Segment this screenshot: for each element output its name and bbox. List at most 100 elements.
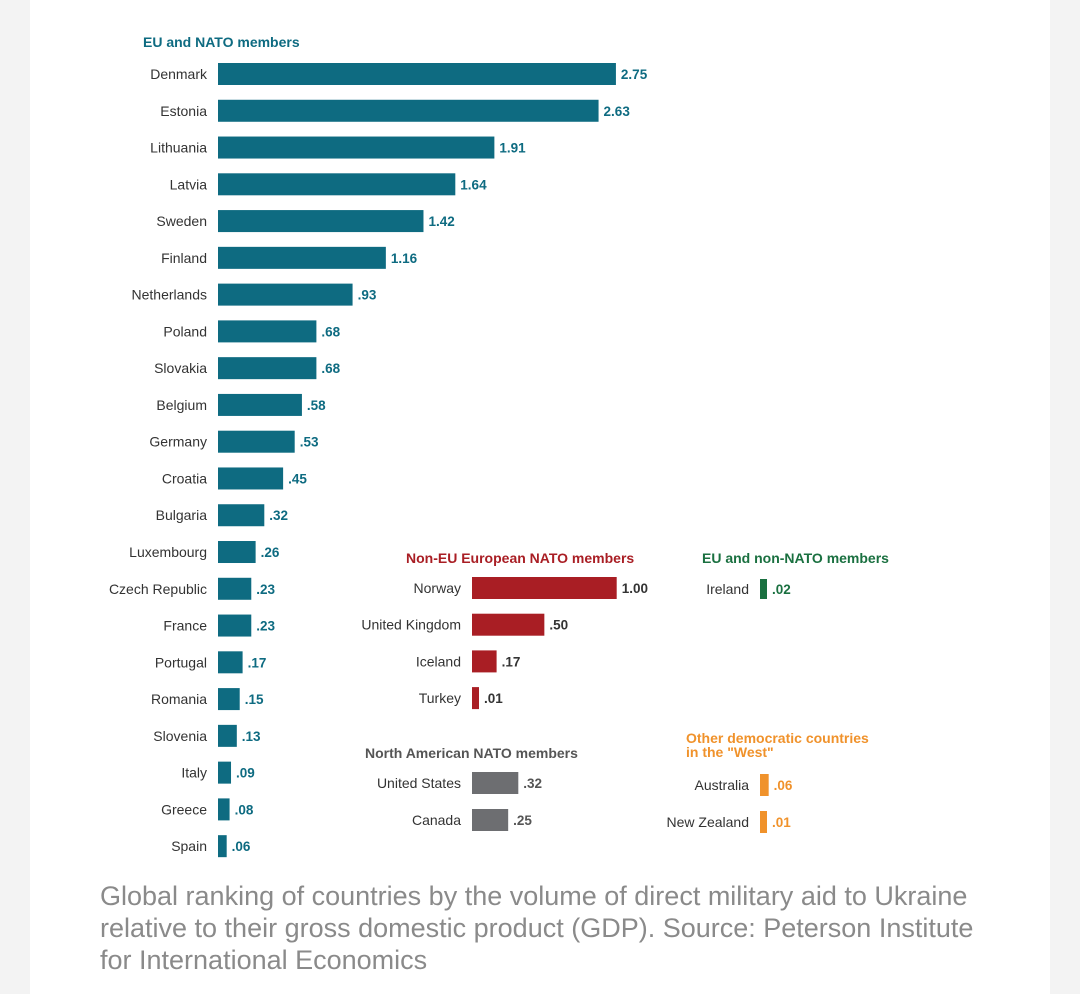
bar-latvia bbox=[218, 173, 456, 196]
value-label-italy: .09 bbox=[236, 766, 255, 781]
value-label-latvia: 1.64 bbox=[460, 177, 487, 192]
value-label-luxembourg: .26 bbox=[261, 545, 280, 560]
bar-finland bbox=[218, 246, 386, 269]
category-label-iceland: Iceland bbox=[416, 653, 461, 669]
category-label-germany: Germany bbox=[149, 434, 207, 450]
bar-poland bbox=[218, 320, 317, 343]
category-label-latvia: Latvia bbox=[170, 176, 208, 192]
bar-romania bbox=[218, 688, 240, 711]
value-label-sweden: 1.42 bbox=[428, 214, 454, 229]
bar-spain bbox=[218, 835, 227, 858]
bar-sweden bbox=[218, 210, 424, 233]
group-title-other-democratic-countries-in-the-west-line-2: in the "West" bbox=[686, 744, 774, 760]
value-label-romania: .15 bbox=[245, 692, 264, 707]
figure-card: EU and NATO members Denmark 2.75 Estonia 2.6… bbox=[30, 0, 1050, 994]
category-label-bulgaria: Bulgaria bbox=[156, 507, 208, 523]
bar-greece bbox=[218, 798, 230, 821]
category-label-romania: Romania bbox=[151, 691, 207, 707]
bar-germany bbox=[218, 430, 295, 453]
category-label-denmark: Denmark bbox=[150, 66, 208, 82]
value-label-germany: .53 bbox=[300, 435, 319, 450]
value-label-poland: .68 bbox=[321, 324, 340, 339]
value-label-slovakia: .68 bbox=[321, 361, 340, 376]
group-title-eu-and-nato-members: EU and NATO members bbox=[143, 34, 300, 50]
bar-slovakia bbox=[218, 357, 317, 380]
value-label-czech-republic: .23 bbox=[256, 582, 275, 597]
bar-netherlands bbox=[218, 283, 353, 306]
category-label-new-zealand: New Zealand bbox=[667, 814, 750, 830]
value-label-canada: .25 bbox=[513, 813, 532, 828]
bar-australia bbox=[760, 774, 769, 796]
value-label-finland: 1.16 bbox=[391, 251, 418, 266]
bar-luxembourg bbox=[218, 541, 256, 564]
category-label-poland: Poland bbox=[163, 323, 207, 339]
value-label-spain: .06 bbox=[232, 839, 251, 854]
bar-lithuania bbox=[218, 136, 495, 159]
value-label-greece: .08 bbox=[235, 802, 254, 817]
category-label-turkey: Turkey bbox=[419, 690, 461, 706]
value-label-belgium: .58 bbox=[307, 398, 326, 413]
bar-iceland bbox=[472, 650, 497, 673]
value-label-new-zealand: .01 bbox=[772, 815, 791, 830]
category-label-czech-republic: Czech Republic bbox=[109, 581, 207, 597]
category-label-croatia: Croatia bbox=[162, 470, 207, 486]
category-label-finland: Finland bbox=[161, 250, 207, 266]
bar-norway bbox=[472, 577, 617, 599]
bar-ireland bbox=[760, 579, 767, 599]
bar-slovenia bbox=[218, 724, 237, 747]
value-label-slovenia: .13 bbox=[242, 729, 261, 744]
bar-turkey bbox=[472, 687, 479, 710]
group-title-other-democratic-countries-in-the-west-line-1: Other democratic countries bbox=[686, 730, 869, 746]
value-label-portugal: .17 bbox=[248, 655, 267, 670]
category-label-lithuania: Lithuania bbox=[150, 140, 207, 156]
group-title-non-eu-european-nato-members: Non-EU European NATO members bbox=[406, 550, 634, 566]
value-label-norway: 1.00 bbox=[622, 581, 648, 596]
category-label-greece: Greece bbox=[161, 801, 207, 817]
value-label-france: .23 bbox=[256, 619, 275, 634]
category-label-netherlands: Netherlands bbox=[132, 287, 208, 303]
group-title-north-american-nato-members: North American NATO members bbox=[365, 745, 578, 761]
value-label-netherlands: .93 bbox=[358, 288, 377, 303]
value-label-australia: .06 bbox=[774, 778, 793, 793]
bar-czech-republic bbox=[218, 577, 252, 600]
category-label-portugal: Portugal bbox=[155, 654, 207, 670]
value-label-iceland: .17 bbox=[502, 654, 521, 669]
category-label-ireland: Ireland bbox=[706, 581, 749, 597]
value-label-estonia: 2.63 bbox=[604, 104, 631, 119]
value-label-turkey: .01 bbox=[484, 691, 503, 706]
bar-france bbox=[218, 614, 252, 637]
category-label-slovakia: Slovakia bbox=[154, 360, 207, 376]
bar-belgium bbox=[218, 393, 302, 416]
group-title-eu-and-non-nato-members: EU and non-NATO members bbox=[702, 550, 889, 566]
bar-denmark bbox=[218, 63, 616, 85]
bar-italy bbox=[218, 761, 232, 784]
category-label-canada: Canada bbox=[412, 812, 461, 828]
value-label-lithuania: 1.91 bbox=[499, 141, 526, 156]
bar-estonia bbox=[218, 99, 599, 122]
category-label-sweden: Sweden bbox=[156, 213, 207, 229]
bar-bulgaria bbox=[218, 504, 265, 527]
bar-united-states bbox=[472, 772, 519, 794]
figure-caption: Global ranking of countries by the volum… bbox=[100, 881, 974, 975]
category-label-united-kingdom: United Kingdom bbox=[361, 617, 461, 633]
category-label-france: France bbox=[163, 618, 207, 634]
bar-canada bbox=[472, 809, 509, 831]
value-label-bulgaria: .32 bbox=[269, 508, 288, 523]
category-label-belgium: Belgium bbox=[156, 397, 207, 413]
value-label-united-states: .32 bbox=[523, 776, 542, 791]
category-label-united-states: United States bbox=[377, 775, 461, 791]
category-label-norway: Norway bbox=[414, 580, 461, 596]
bar-new-zealand bbox=[760, 811, 767, 833]
bar-portugal bbox=[218, 651, 243, 674]
value-label-united-kingdom: .50 bbox=[549, 618, 568, 633]
category-label-spain: Spain bbox=[171, 838, 207, 854]
category-label-italy: Italy bbox=[181, 765, 207, 781]
category-label-australia: Australia bbox=[695, 777, 750, 793]
category-label-estonia: Estonia bbox=[160, 103, 207, 119]
category-label-slovenia: Slovenia bbox=[153, 728, 207, 744]
value-label-denmark: 2.75 bbox=[621, 67, 648, 82]
category-label-luxembourg: Luxembourg bbox=[129, 544, 207, 560]
military-aid-chart: EU and NATO members Denmark 2.75 Estonia 2.6… bbox=[109, 34, 889, 858]
value-label-ireland: .02 bbox=[772, 582, 791, 597]
bar-united-kingdom bbox=[472, 613, 545, 636]
